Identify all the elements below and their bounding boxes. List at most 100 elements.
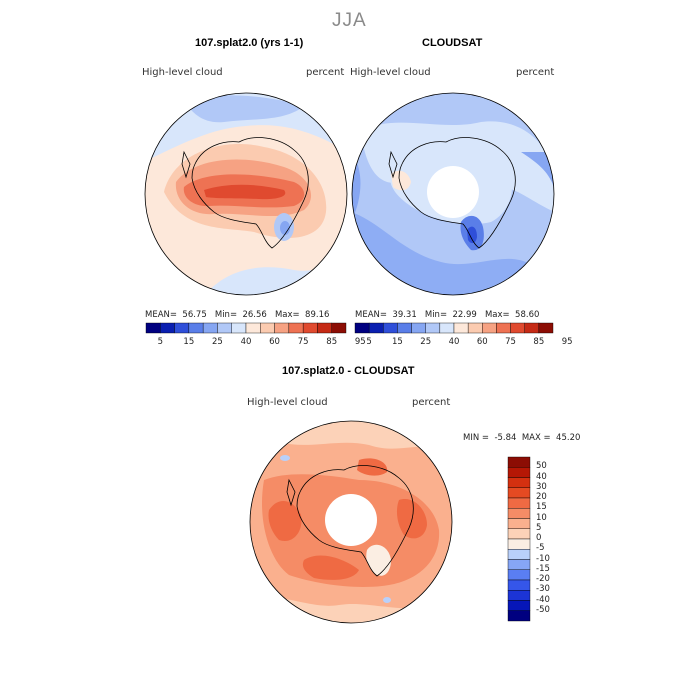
colorbar-swatch bbox=[160, 322, 175, 334]
colorbar-swatch bbox=[507, 497, 531, 509]
panel2-pole-gap bbox=[427, 166, 479, 218]
colorbar-swatch bbox=[507, 477, 531, 488]
colorbar-swatch bbox=[439, 322, 455, 334]
panel2-max-value: 58.60 bbox=[515, 310, 540, 320]
panel1-darkred-core bbox=[204, 184, 286, 200]
colorbar-tick-label: 5 bbox=[536, 522, 542, 533]
colorbar-swatch bbox=[467, 322, 483, 334]
colorbar-tick-label: 40 bbox=[240, 337, 252, 347]
colorbar-tick-label: 15 bbox=[392, 337, 403, 347]
colorbar-swatch bbox=[217, 322, 232, 334]
colorbar-swatch bbox=[507, 538, 531, 550]
colorbar-swatch bbox=[507, 518, 531, 529]
panel3-blue-speck-a bbox=[280, 455, 290, 461]
colorbar-swatch bbox=[411, 322, 426, 334]
colorbar-swatch bbox=[231, 322, 247, 334]
colorbar-tick-label: 60 bbox=[476, 337, 488, 347]
panel2-mean-label: MEAN= bbox=[355, 310, 387, 320]
panel1-subtitle-left: High-level cloud bbox=[142, 67, 223, 78]
colorbar-tick-label: 95 bbox=[561, 337, 573, 347]
colorbar-tick-label: -10 bbox=[536, 553, 550, 564]
colorbar-tick-label: 15 bbox=[183, 337, 195, 347]
panel3-minmax: MIN = -5.84 MAX = 45.20 bbox=[463, 433, 580, 443]
colorbar-tick-label: -5 bbox=[536, 543, 545, 554]
panel1-max-label: Max= bbox=[274, 310, 300, 320]
colorbar-swatch bbox=[507, 467, 531, 478]
panel2-blue-right bbox=[521, 152, 554, 192]
colorbar-swatch bbox=[425, 322, 441, 334]
panel2-map-border bbox=[351, 92, 555, 296]
panel2-min-label: Min= bbox=[424, 310, 448, 320]
panel1-stats: MEAN= 56.75 Min= 26.56 Max= 89.16 bbox=[145, 310, 329, 320]
colorbar-swatch bbox=[145, 322, 161, 334]
colorbar-tick-label: 75 bbox=[505, 337, 516, 347]
colorbar-swatch bbox=[397, 322, 412, 334]
panel1-subtitle-right: percent bbox=[306, 67, 345, 78]
panel3-min-label: MIN = bbox=[463, 433, 490, 443]
colorbar-swatch bbox=[524, 322, 540, 334]
colorbar-swatch bbox=[188, 322, 204, 334]
colorbar-swatch bbox=[383, 322, 398, 334]
colorbar-swatch bbox=[482, 322, 497, 334]
colorbar-swatch bbox=[245, 322, 261, 334]
colorbar-tick-label: 20 bbox=[536, 492, 547, 502]
panel1-antarctica-outline bbox=[181, 137, 309, 249]
colorbar-swatch bbox=[538, 322, 554, 334]
colorbar-tick-label: 30 bbox=[536, 481, 547, 492]
panel2-peach-patch bbox=[391, 170, 411, 191]
panel2-min-value: 22.99 bbox=[452, 310, 477, 320]
panel2-stats: MEAN= 39.31 Min= 22.99 Max= 58.60 bbox=[355, 310, 539, 320]
colorbar-swatch bbox=[174, 322, 190, 334]
colorbar-swatch bbox=[507, 569, 531, 581]
colorbar-swatch bbox=[453, 322, 469, 334]
panel3-light-spot bbox=[366, 544, 391, 576]
colorbar-swatch bbox=[510, 322, 525, 334]
colorbar-tick-label: 85 bbox=[533, 337, 545, 347]
panel3-pole-gap bbox=[325, 494, 377, 546]
colorbar-swatch bbox=[507, 456, 531, 468]
panel3-dark-patches-a bbox=[268, 500, 302, 541]
colorbar-tick-label: 10 bbox=[536, 512, 547, 523]
panel2-max-label: Max= bbox=[484, 310, 510, 320]
colorbar-swatch bbox=[507, 559, 531, 570]
panel3-max-label: MAX = bbox=[521, 433, 551, 443]
colorbar-tick-label: 5 bbox=[366, 337, 372, 347]
colorbar-swatch bbox=[368, 322, 384, 334]
panel2-blue-patches bbox=[352, 212, 554, 295]
panel1-mean-label: MEAN= bbox=[145, 310, 177, 320]
colorbar-tick-label: 40 bbox=[536, 471, 547, 482]
colorbar-swatch bbox=[331, 322, 347, 334]
season-title: JJA bbox=[332, 10, 367, 31]
panel2-subtitle-right: percent bbox=[516, 67, 555, 78]
colorbar-tick-label: 75 bbox=[297, 337, 309, 347]
panel1-title: 107.splat2.0 (yrs 1-1) bbox=[195, 37, 304, 49]
colorbar-tick-label: 15 bbox=[536, 502, 547, 513]
panel3-dark-patches-b bbox=[302, 555, 359, 580]
colorbar-tick-label: 25 bbox=[212, 337, 223, 347]
panel3-min-value: -5.84 bbox=[494, 433, 517, 443]
colorbar-tick-label: 25 bbox=[420, 337, 432, 347]
colorbar-swatch bbox=[260, 322, 275, 334]
panel1-mean-value: 56.75 bbox=[182, 310, 207, 320]
colorbar-tick-label: -20 bbox=[536, 574, 550, 584]
panel1-colorbar bbox=[145, 322, 347, 334]
panel3-max-value: 45.20 bbox=[556, 433, 581, 443]
colorbar-swatch bbox=[507, 549, 531, 560]
panel3-subtitle-right: percent bbox=[412, 397, 451, 408]
panel3-blue-speck-b bbox=[383, 597, 391, 603]
panel1-map-border bbox=[144, 92, 348, 296]
panel2-mean-value: 39.31 bbox=[392, 310, 417, 320]
panel3-title: 107.splat2.0 - CLOUDSAT bbox=[282, 365, 415, 377]
panel1-min-value: 26.56 bbox=[242, 310, 267, 320]
colorbar-swatch bbox=[507, 528, 531, 540]
colorbar-swatch bbox=[507, 600, 531, 611]
panel2-subtitle-left: High-level cloud bbox=[350, 67, 431, 78]
colorbar-tick-label: 85 bbox=[326, 337, 338, 347]
colorbar-swatch bbox=[317, 322, 332, 334]
colorbar-tick-label: 95 bbox=[354, 337, 366, 347]
colorbar-tick-label: 50 bbox=[536, 461, 547, 472]
colorbar-swatch bbox=[496, 322, 511, 334]
panel2-map bbox=[351, 92, 555, 296]
panel3-colorbar bbox=[507, 456, 531, 622]
panel3-dark-patches-d bbox=[357, 458, 388, 476]
